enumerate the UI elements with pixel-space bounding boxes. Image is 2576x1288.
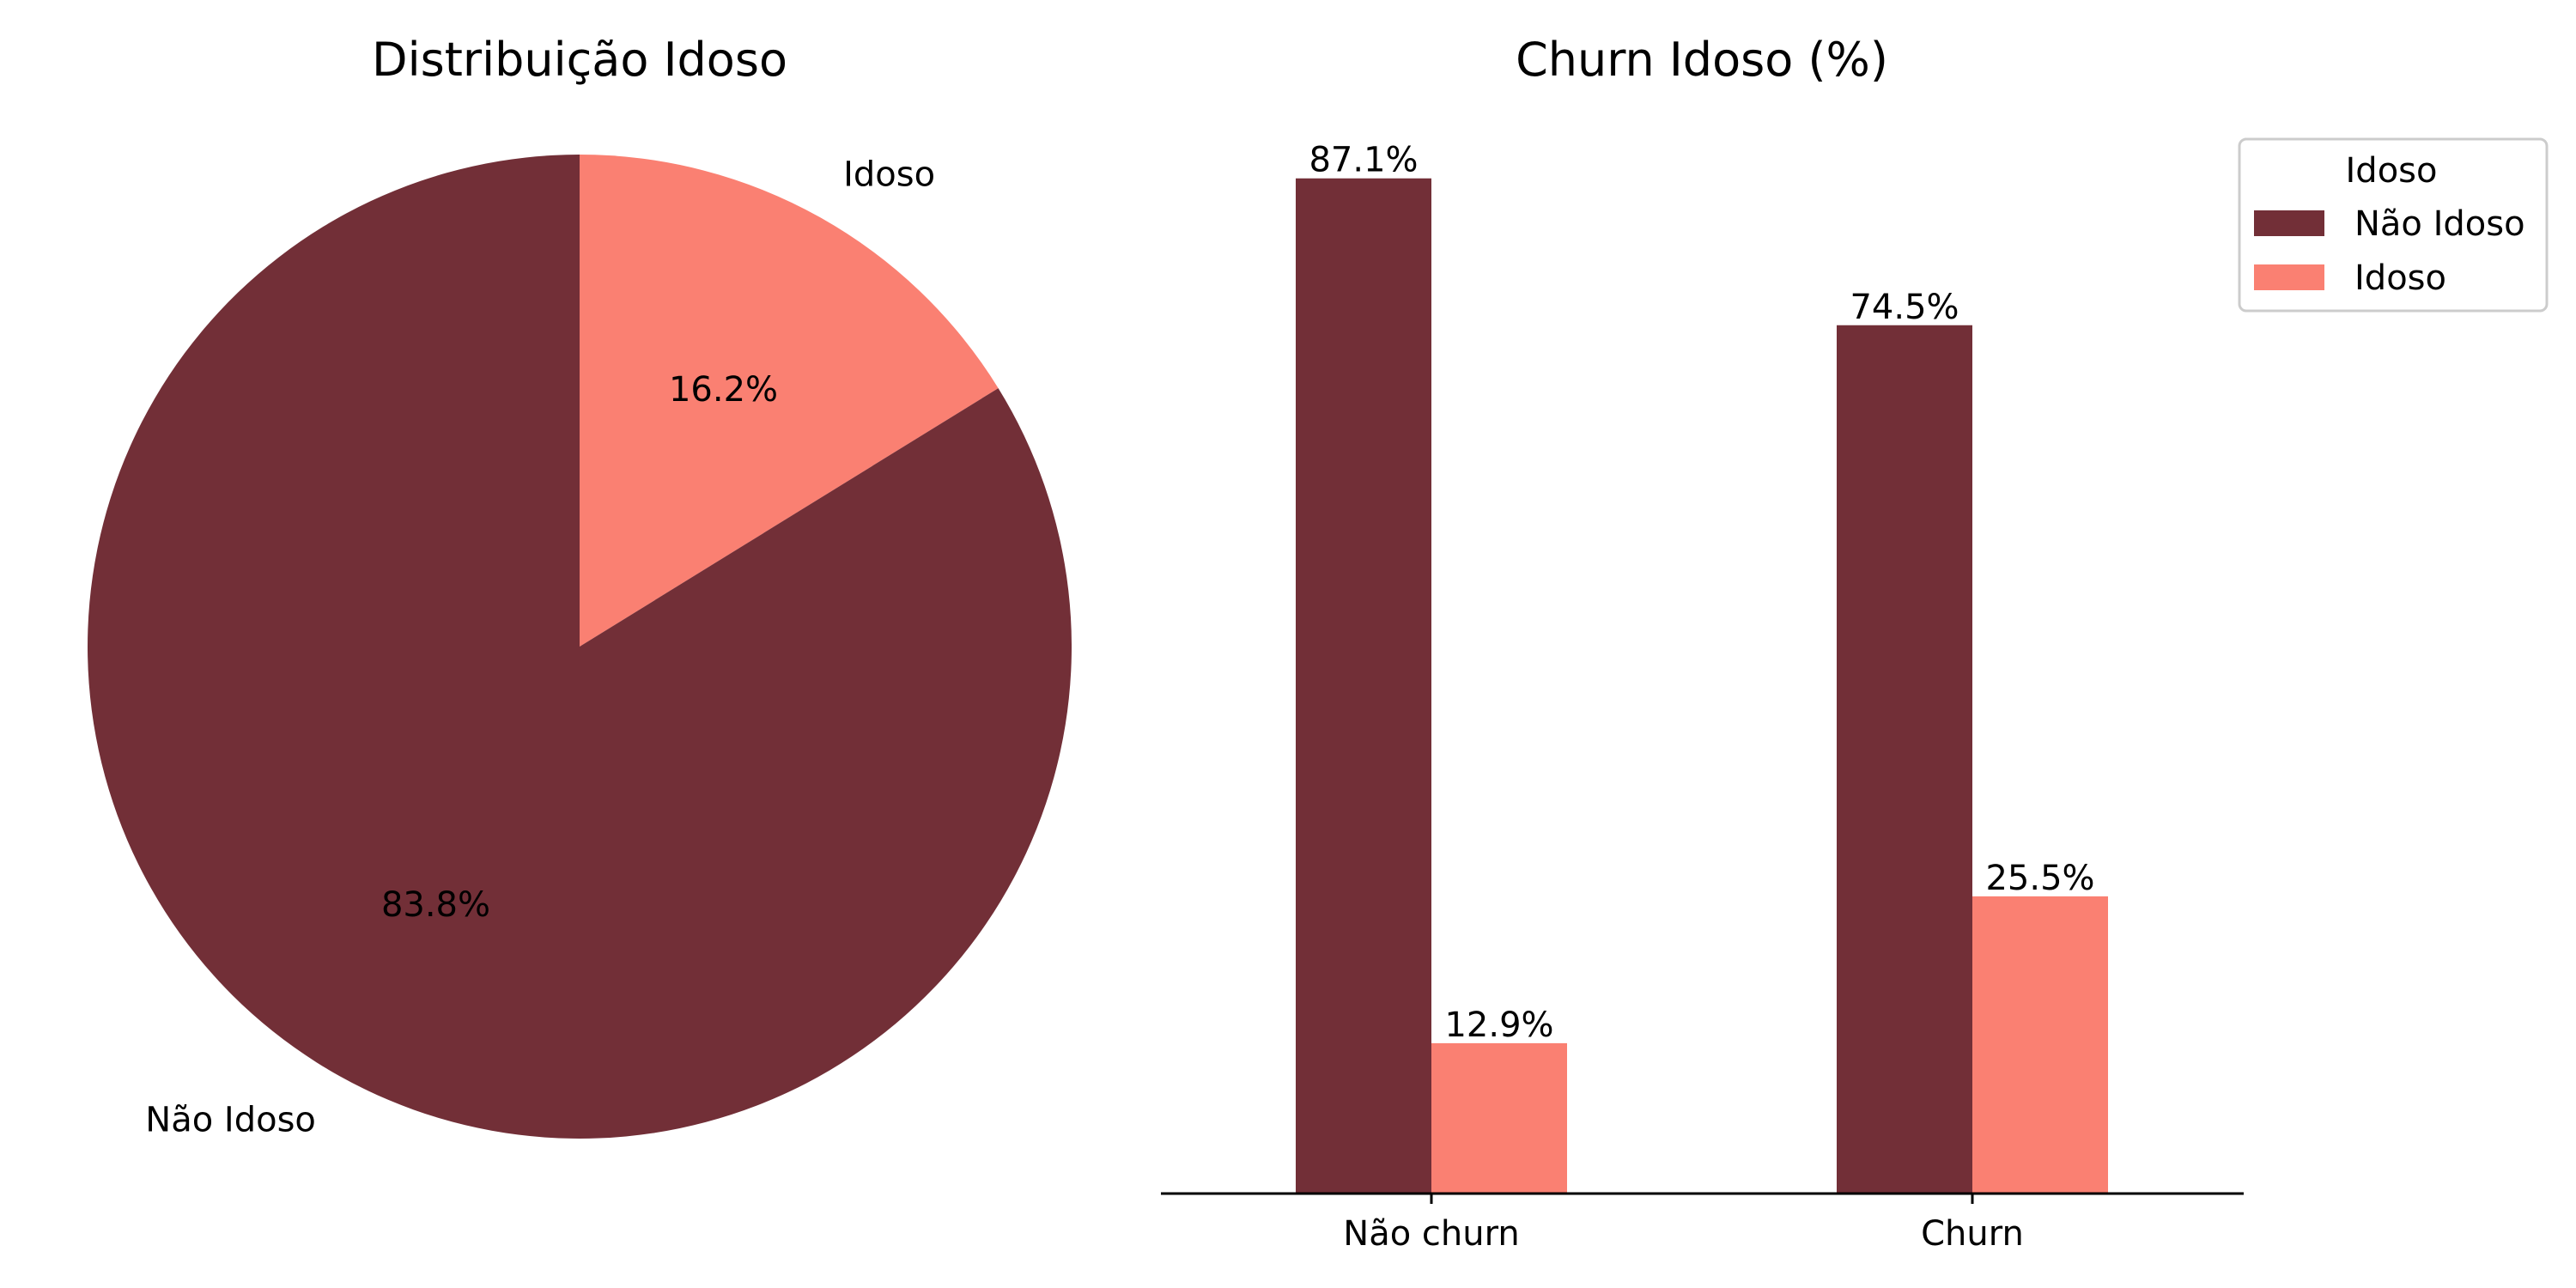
legend: Idoso Não Idoso Idoso [2238,137,2549,313]
pie-slices [88,155,1072,1139]
bar-chart: Churn Idoso (%) 87.1% 12.9% 74.5% 25.5% Não… [1161,33,2549,1254]
bar-label-nao-idoso-churn: 74.5% [1850,288,1959,327]
pie-slice-idoso [580,155,999,647]
bar-label-nao-idoso-nao-churn: 87.1% [1309,141,1418,180]
pie-title: Distribuição Idoso [372,33,787,87]
pie-labels: 16.2% Idoso 83.8% Não Idoso [145,155,935,1140]
pie-slice-nao-idoso [88,155,1072,1139]
bar-label-idoso-nao-churn: 12.9% [1444,1005,1553,1045]
pie-pct-label-idoso: 16.2% [669,370,778,410]
bar-nao-idoso-nao-churn [1296,178,1431,1194]
pie-category-label-nao-idoso: Não Idoso [145,1100,316,1139]
bar-nao-idoso-churn [1837,325,1972,1194]
bar-value-labels: 87.1% 12.9% 74.5% 25.5% [1309,141,2094,1045]
bar-idoso-nao-churn [1431,1042,1567,1194]
bar-label-idoso-churn: 25.5% [1985,859,2094,898]
pie-chart: Distribuição Idoso 16.2% Idoso 83.8% Não Id… [88,33,1072,1139]
legend-swatch-nao-idoso [2254,210,2324,236]
legend-swatch-idoso [2254,264,2324,290]
pie-pct-label-nao-idoso: 83.8% [381,885,490,925]
bar-idoso-churn [1972,896,2108,1194]
x-tick-label-churn: Churn [1921,1214,2024,1254]
x-tick-label-nao-churn: Não churn [1343,1214,1519,1254]
bars [1296,178,2108,1194]
pie-category-label-idoso: Idoso [843,155,935,195]
legend-title: Idoso [2346,151,2438,191]
x-axis-ticks: Não churn Churn [1343,1194,2024,1254]
bar-title: Churn Idoso (%) [1516,33,1888,87]
legend-label-nao-idoso: Não Idoso [2354,204,2525,244]
legend-label-idoso: Idoso [2354,258,2446,298]
